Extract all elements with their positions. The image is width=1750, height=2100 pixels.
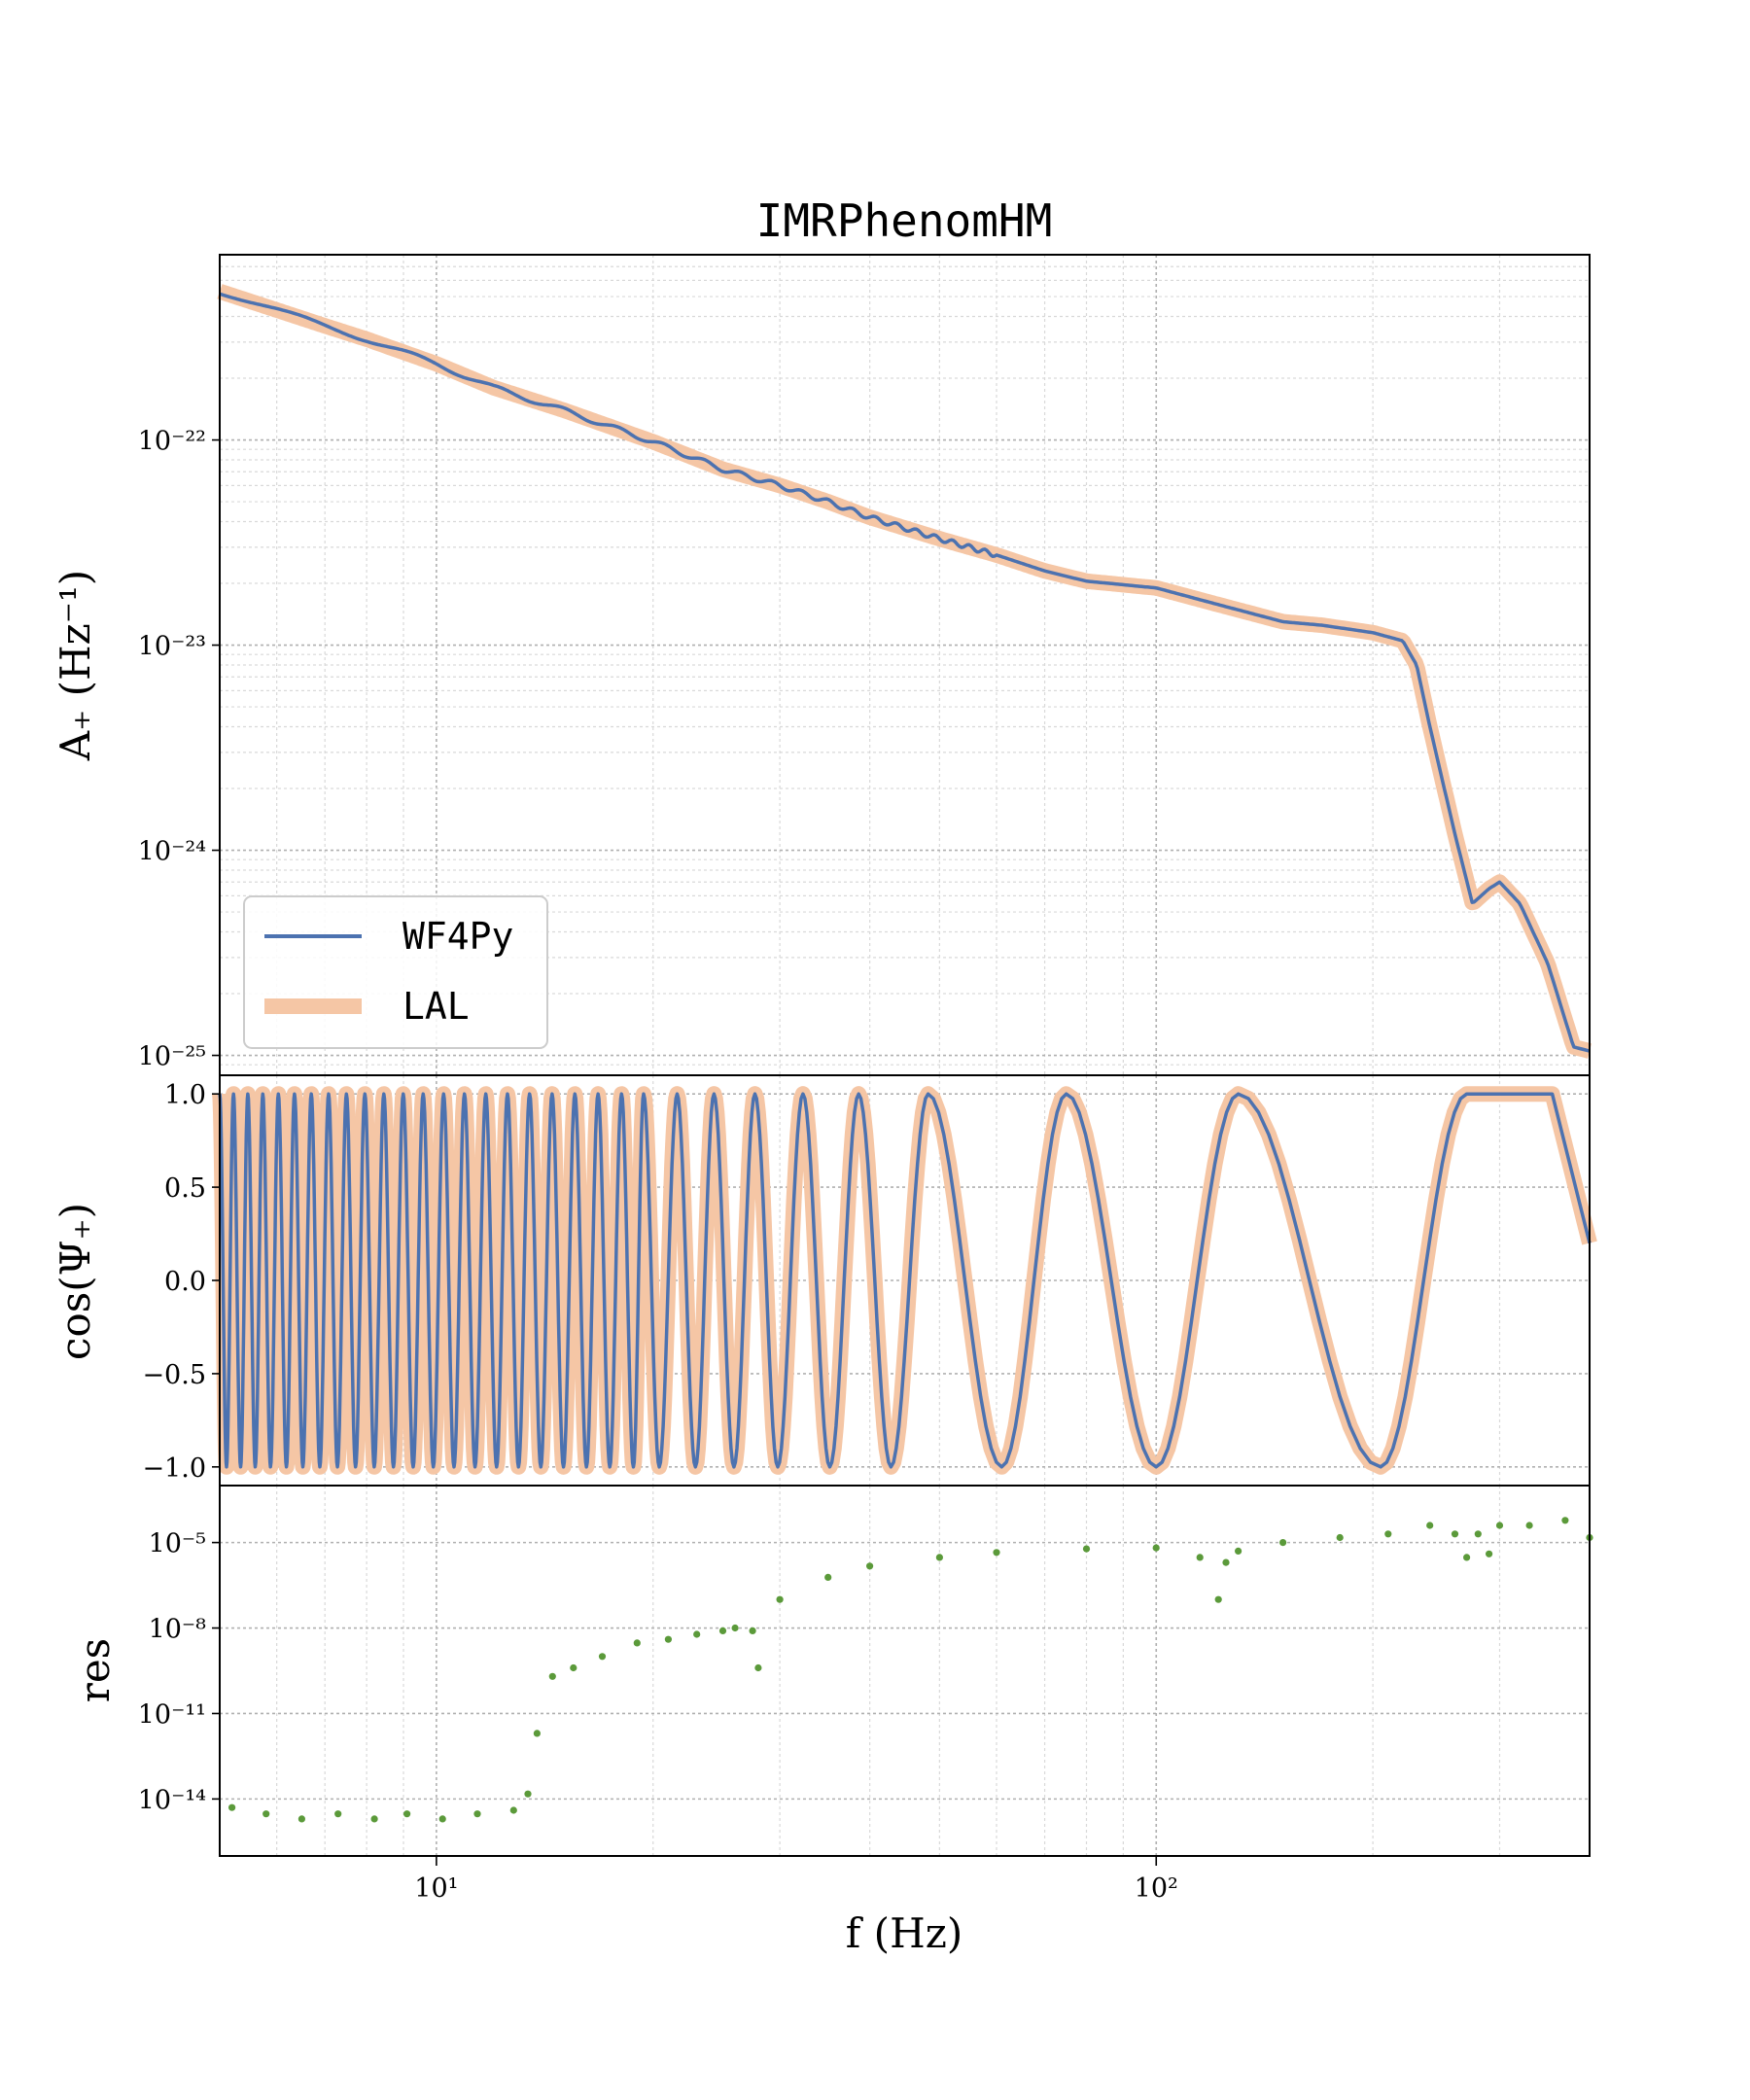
residual-point — [731, 1624, 739, 1632]
residual-point — [262, 1810, 270, 1818]
amplitude-y-ticks: 10⁻²² 10⁻²³ 10⁻²⁴ 10⁻²⁵ — [138, 427, 220, 1072]
residual-point — [438, 1815, 446, 1823]
residual-point — [749, 1627, 756, 1634]
y-tick-label: 10⁻²⁵ — [138, 1042, 206, 1072]
residual-point — [1082, 1545, 1091, 1553]
y-tick-label: 10⁻²² — [138, 427, 206, 457]
residual-point — [1336, 1533, 1344, 1542]
residual-point — [403, 1810, 411, 1818]
legend: WF4Py LAL — [243, 895, 548, 1049]
phase-panel: 1.0 0.5 0.0 −0.5 −1.0 cos(Ψ₊) — [52, 1074, 1597, 1487]
residual-point — [776, 1595, 784, 1603]
amplitude-lines — [214, 284, 1595, 1059]
x-tick-label: 10¹ — [414, 1873, 458, 1904]
y-tick-label: 1.0 — [164, 1080, 206, 1110]
phase-y-label: cos(Ψ₊) — [52, 1203, 99, 1360]
residual-point — [533, 1730, 542, 1737]
y-tick-label: 10⁻²⁴ — [138, 837, 206, 867]
residual-y-ticks: 10⁻⁵ 10⁻⁸ 10⁻¹¹ 10⁻¹⁴ — [138, 1529, 220, 1815]
y-tick-label: 10⁻¹⁴ — [138, 1785, 206, 1815]
residual-point — [1474, 1530, 1482, 1538]
legend-label-lal: LAL — [402, 985, 470, 1028]
residual-point — [598, 1653, 607, 1661]
residual-point — [1152, 1544, 1160, 1552]
residual-point — [1384, 1530, 1392, 1538]
series-line-wf4py — [219, 292, 1591, 1053]
residual-point — [935, 1554, 944, 1561]
residual-point — [298, 1815, 305, 1823]
legend-label-wf4py: WF4Py — [402, 915, 513, 958]
y-tick-label: −0.5 — [142, 1360, 206, 1390]
residual-point — [1222, 1558, 1230, 1566]
residual-point — [1196, 1554, 1204, 1561]
y-tick-label: 10⁻⁵ — [149, 1529, 206, 1559]
residual-point — [548, 1672, 556, 1680]
residual-point — [370, 1815, 378, 1823]
residual-point — [524, 1790, 532, 1798]
residual-point — [754, 1663, 762, 1672]
residual-point — [228, 1803, 236, 1811]
residual-point — [718, 1627, 727, 1634]
residual-point — [1279, 1539, 1287, 1547]
residual-point — [1495, 1522, 1504, 1529]
residual-point — [1214, 1595, 1222, 1603]
residual-point — [633, 1639, 641, 1647]
y-tick-label: 10⁻²³ — [138, 632, 206, 662]
residual-point — [570, 1663, 578, 1672]
y-tick-label: 0.5 — [164, 1173, 206, 1204]
residual-point — [1561, 1517, 1569, 1524]
residual-points — [228, 1517, 1593, 1823]
amplitude-panel: 10⁻²² 10⁻²³ 10⁻²⁴ 10⁻²⁵ A₊ (Hz⁻¹) WF4Py LAL — [52, 254, 1595, 1076]
residual-point — [334, 1810, 342, 1818]
phase-lines — [212, 1086, 1597, 1475]
y-tick-label: 0.0 — [164, 1267, 206, 1297]
residual-y-label: res — [71, 1638, 119, 1703]
residual-axes-frame — [219, 1485, 1591, 1857]
x-tick-label: 10² — [1135, 1873, 1178, 1904]
y-tick-label: 10⁻¹¹ — [138, 1699, 206, 1730]
residual-point — [693, 1630, 701, 1638]
residual-point — [1426, 1522, 1434, 1529]
residual-x-ticks: 10¹ 10² — [414, 1856, 1178, 1904]
residual-point — [1525, 1522, 1533, 1529]
residual-point — [1451, 1530, 1459, 1538]
residual-point — [509, 1806, 517, 1814]
y-tick-label: −1.0 — [142, 1453, 206, 1484]
x-axis-label: f (Hz) — [846, 1909, 962, 1957]
amplitude-y-label: A₊ (Hz⁻¹) — [52, 570, 99, 761]
y-tick-label: 10⁻⁸ — [149, 1615, 207, 1645]
residual-grid — [219, 1486, 1591, 1856]
residual-point — [1463, 1554, 1471, 1561]
residual-point — [473, 1810, 481, 1818]
phase-y-ticks: 1.0 0.5 0.0 −0.5 −1.0 — [142, 1080, 220, 1484]
residual-point — [866, 1562, 874, 1570]
residual-point — [824, 1573, 832, 1581]
residual-point — [664, 1635, 673, 1643]
residual-panel: 10⁻⁵ 10⁻⁸ 10⁻¹¹ 10⁻¹⁴ 10¹ 10² res f (Hz) — [71, 1485, 1593, 1957]
chart-title: IMRPhenomHM — [756, 194, 1053, 247]
residual-point — [1486, 1550, 1493, 1558]
residual-point — [1235, 1547, 1242, 1555]
phase-line-wf4py — [218, 1092, 1592, 1469]
residual-point — [993, 1549, 1000, 1557]
